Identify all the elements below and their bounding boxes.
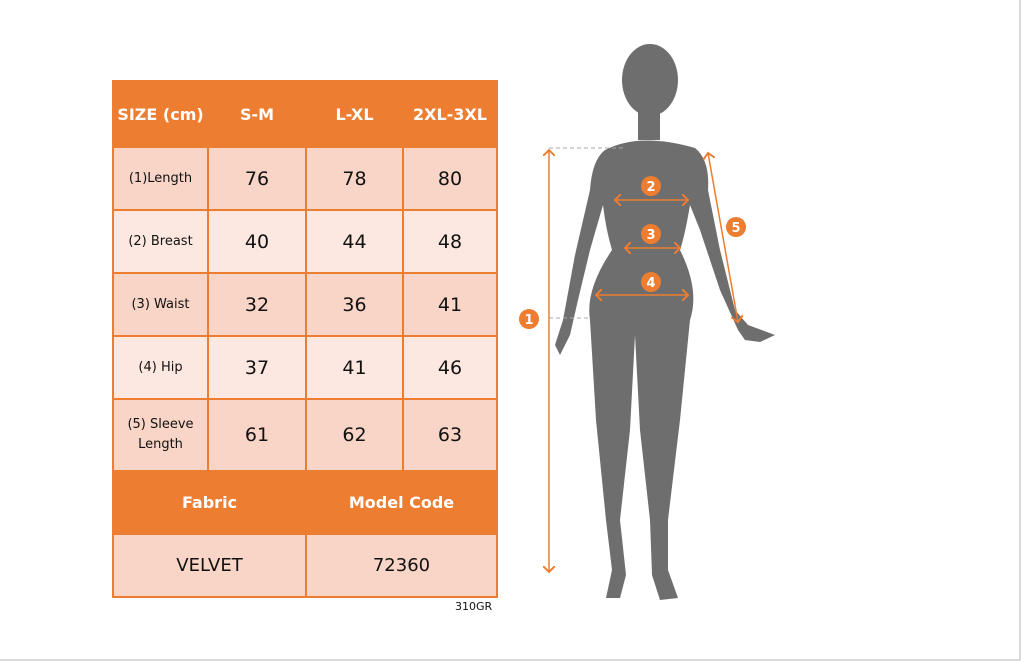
marker-3: 3 [641, 224, 661, 244]
row-label: (3) Waist [112, 272, 209, 337]
marker-2: 2 [641, 176, 661, 196]
row-label: (4) Hip [112, 335, 209, 400]
cell: 44 [305, 209, 404, 274]
cell: 41 [305, 335, 404, 400]
cell: 48 [402, 209, 498, 274]
table-header-row: SIZE (cm) S-M L-XL 2XL-3XL [112, 80, 498, 148]
header-l-xl: L-XL [305, 80, 404, 148]
header-s-m: S-M [207, 80, 307, 148]
footer-value-row: VELVET 72360 [112, 533, 498, 598]
header-fabric: Fabric [112, 470, 307, 535]
table-row: (2) Breast 40 44 48 [112, 209, 498, 274]
cell: 61 [207, 398, 307, 472]
model-code-value: 72360 [305, 533, 498, 598]
marker-1: 1 [519, 309, 539, 329]
row-label: (5) Sleeve Length [112, 398, 209, 472]
body-measurement-figure: 1 2 3 4 5 [519, 44, 775, 600]
table-row: (3) Waist 32 36 41 [112, 272, 498, 337]
table-row: (1)Length 76 78 80 [112, 146, 498, 211]
fabric-value: VELVET [112, 533, 307, 598]
silhouette [555, 44, 775, 600]
svg-text:2: 2 [646, 180, 655, 195]
header-2xl-3xl: 2XL-3XL [402, 80, 498, 148]
cell: 32 [207, 272, 307, 337]
marker-5: 5 [726, 217, 746, 237]
marker-4: 4 [641, 272, 661, 292]
cell: 36 [305, 272, 404, 337]
cell: 62 [305, 398, 404, 472]
cell: 76 [207, 146, 307, 211]
cell: 80 [402, 146, 498, 211]
cell: 63 [402, 398, 498, 472]
footer-header-row: Fabric Model Code [112, 470, 498, 535]
table-row: (5) Sleeve Length 61 62 63 [112, 398, 498, 472]
cell: 46 [402, 335, 498, 400]
sleeve-arrow [708, 153, 738, 322]
table-row: (4) Hip 37 41 46 [112, 335, 498, 400]
size-chart-table: SIZE (cm) S-M L-XL 2XL-3XL (1)Length 76 … [112, 80, 498, 598]
header-size: SIZE (cm) [112, 80, 209, 148]
cell: 40 [207, 209, 307, 274]
product-code: 310GR [455, 600, 493, 613]
svg-text:4: 4 [646, 276, 655, 291]
cell: 78 [305, 146, 404, 211]
row-label: (2) Breast [112, 209, 209, 274]
svg-text:1: 1 [524, 313, 533, 328]
row-label: (1)Length [112, 146, 209, 211]
cell: 41 [402, 272, 498, 337]
svg-text:3: 3 [646, 228, 655, 243]
svg-text:5: 5 [731, 221, 740, 236]
header-model-code: Model Code [305, 470, 498, 535]
cell: 37 [207, 335, 307, 400]
